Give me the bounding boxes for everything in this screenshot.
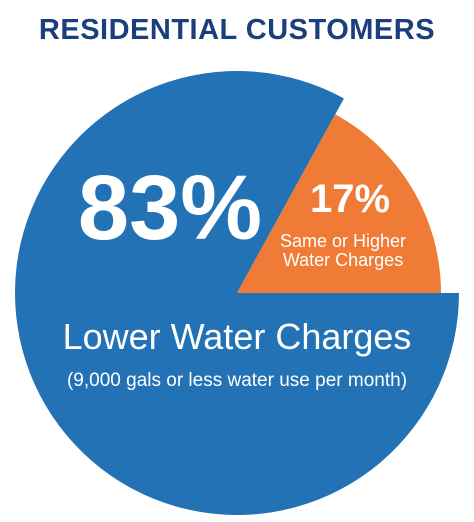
value-label: 17%: [309, 177, 391, 221]
category-label: Same or Higher Water Charges: [279, 231, 407, 270]
category-label: Lower Water Charges: [62, 316, 412, 357]
pie-slice: [14, 70, 459, 515]
value-label: 83%: [77, 157, 263, 259]
chart-title: RESIDENTIAL CUSTOMERS: [38, 14, 436, 46]
chart-subtitle: (9,000 gals or less water use per month): [66, 370, 408, 391]
pie-slice: [237, 114, 441, 294]
